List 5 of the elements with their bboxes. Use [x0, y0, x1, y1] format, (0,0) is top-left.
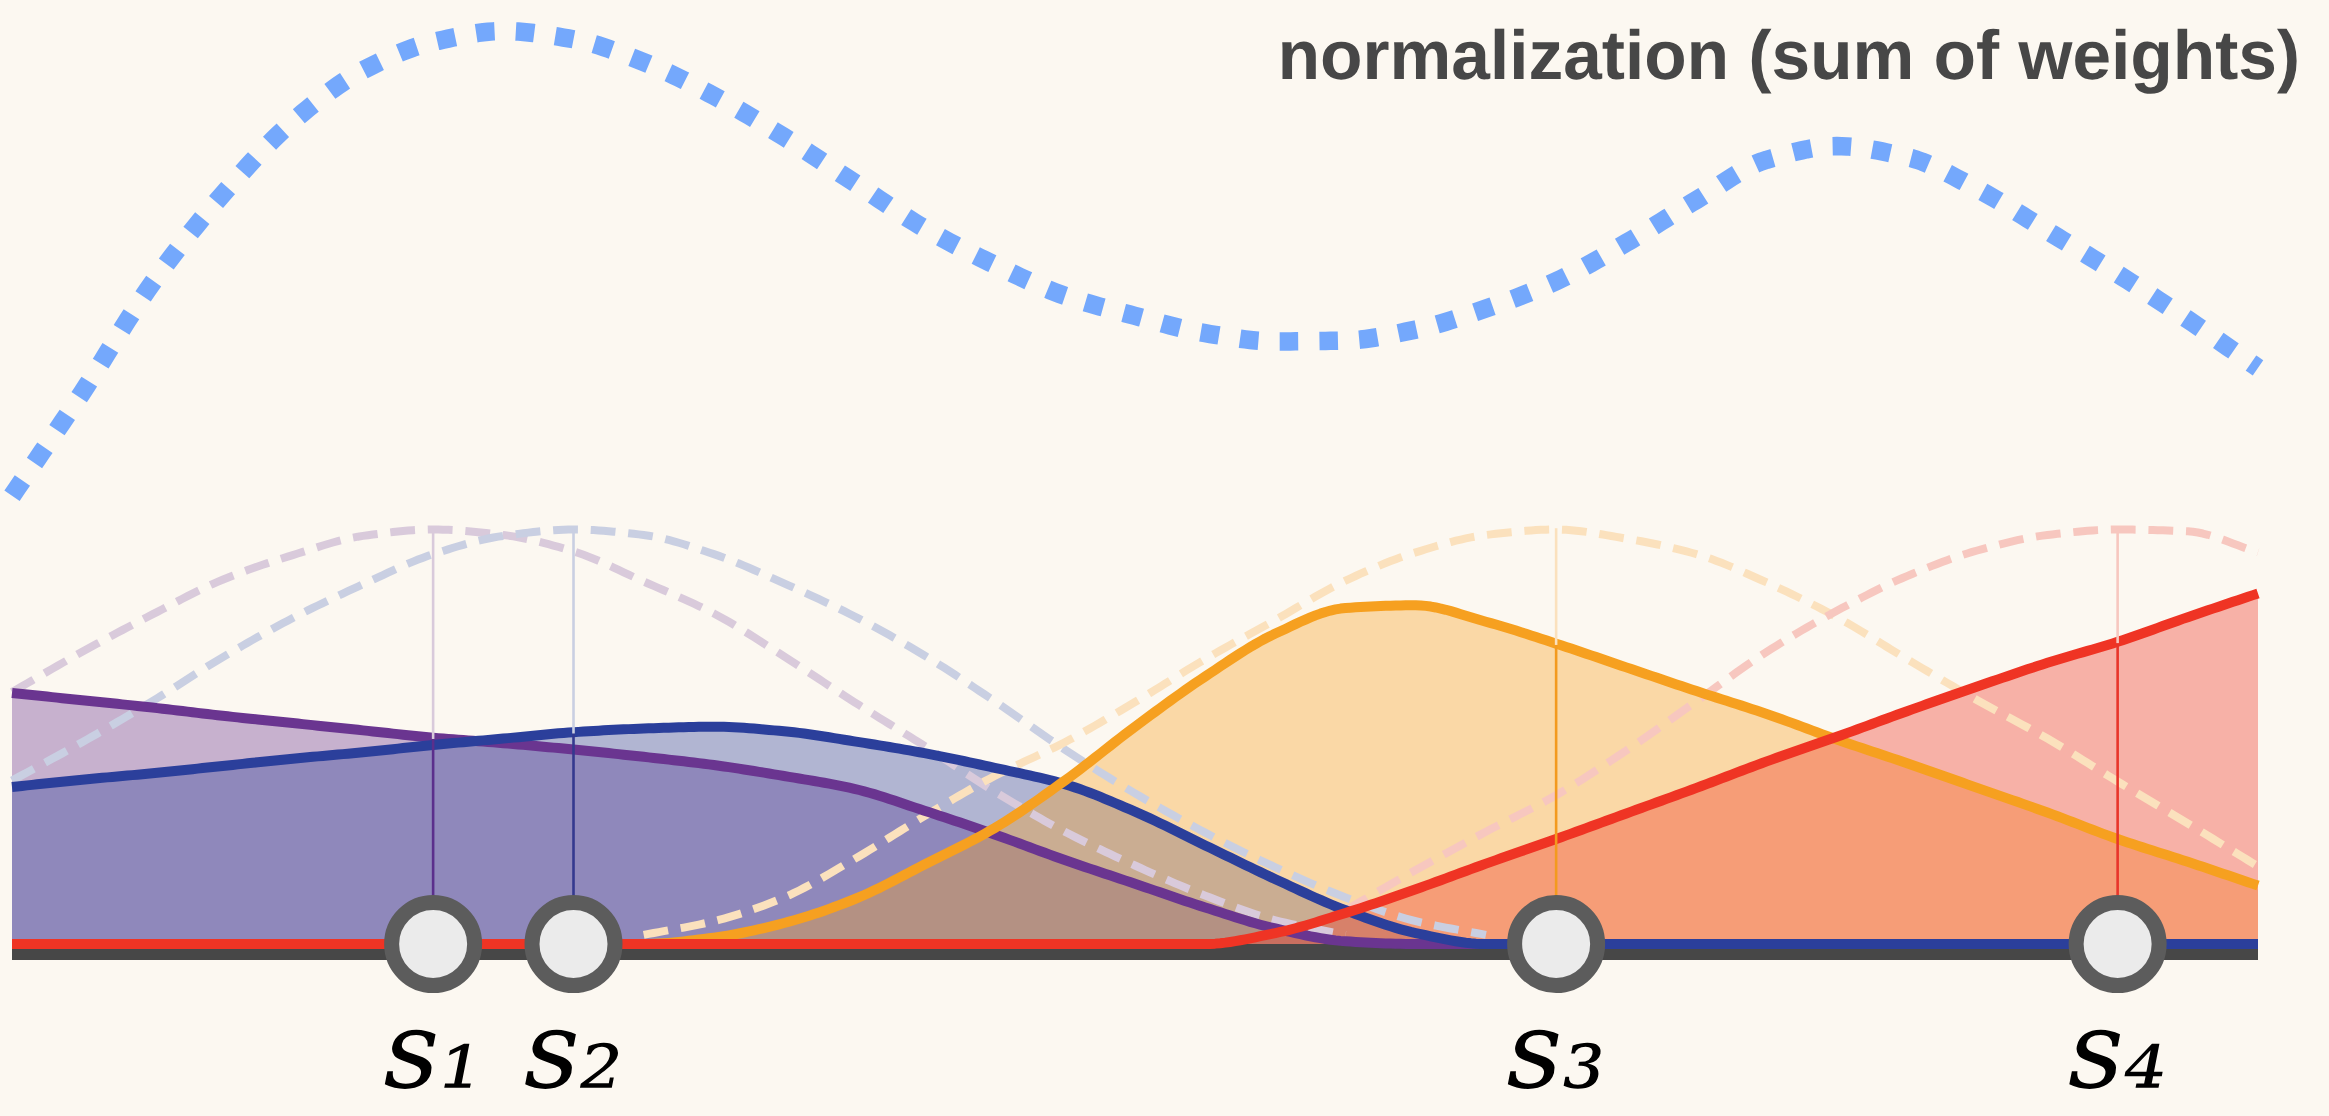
x-tick-label: s₂ — [525, 1029, 618, 1089]
series-label: normalization (sum of weights) — [1282, 28, 2297, 94]
x-tick-label: s₃ — [1507, 1029, 1601, 1089]
x-tick-label: s₄ — [2069, 1029, 2163, 1089]
x-tick-label: s₁ — [384, 1029, 471, 1089]
